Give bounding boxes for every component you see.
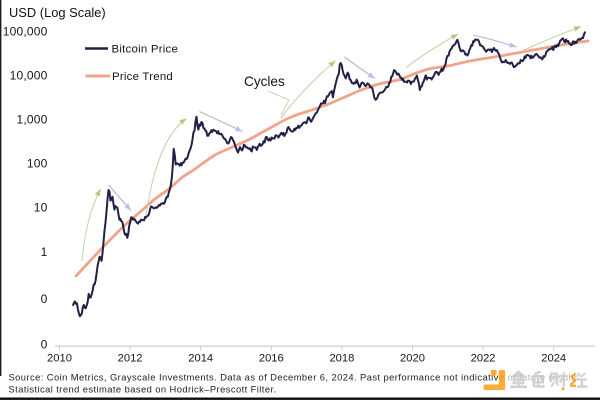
svg-text:100,000: 100,000: [3, 25, 48, 39]
svg-text:100: 100: [27, 157, 48, 171]
svg-text:Cycles: Cycles: [244, 74, 285, 89]
svg-text:2018: 2018: [329, 353, 354, 365]
svg-text:10,000: 10,000: [10, 69, 48, 83]
svg-text:2012: 2012: [118, 353, 143, 365]
svg-text:Source: Coin Metrics, Grayscal: Source: Coin Metrics, Grayscale Investme…: [9, 372, 583, 383]
svg-text:2014: 2014: [188, 353, 213, 365]
svg-text:0: 0: [41, 338, 48, 352]
svg-text:1,000: 1,000: [16, 113, 47, 127]
svg-text:Bitcoin Price: Bitcoin Price: [112, 44, 179, 56]
svg-text:Statistical trend estimate bas: Statistical trend estimate based on Hodr…: [9, 384, 277, 395]
svg-text:1: 1: [41, 245, 48, 259]
svg-text:2024: 2024: [541, 353, 566, 365]
svg-text:USD (Log Scale): USD (Log Scale): [9, 5, 106, 20]
svg-text:2016: 2016: [259, 353, 284, 365]
svg-text:2020: 2020: [400, 353, 425, 365]
svg-text:2010: 2010: [47, 353, 72, 365]
svg-text:10: 10: [34, 201, 48, 215]
svg-text:0: 0: [41, 292, 48, 306]
svg-text:Price Trend: Price Trend: [112, 71, 173, 83]
svg-text:2022: 2022: [471, 353, 496, 365]
